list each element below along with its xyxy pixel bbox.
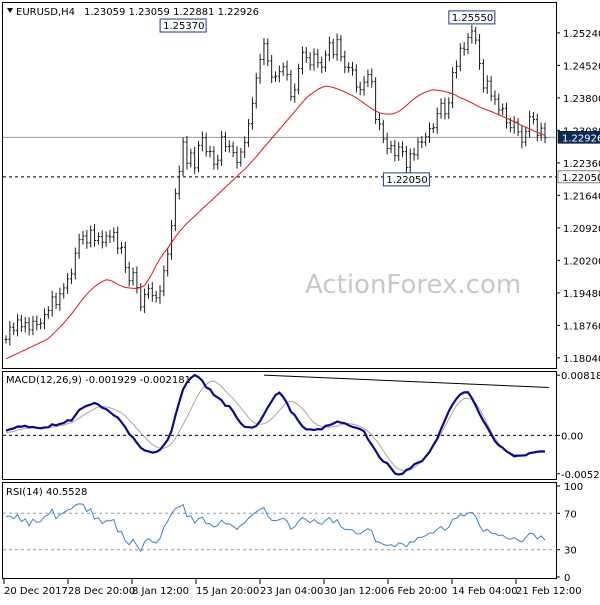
rsi-tick-label: 70: [564, 509, 577, 520]
time-tick-label: 20 Dec 2017: [4, 586, 68, 597]
price-tick-label: 1.19480: [563, 289, 600, 300]
price-tick-label: 1.20920: [563, 224, 600, 235]
price-candles: [4, 24, 547, 346]
rsi-axis: 100 70 30 0: [556, 482, 583, 584]
price-level-lines: [3, 136, 556, 178]
macd-axis: 0.008182 0.00 -0.005223: [556, 371, 600, 481]
macd-title: MACD(12,26,9) -0.001929 -0.002181: [6, 375, 191, 386]
rsi-indicator: [3, 503, 556, 553]
macd-panel: [2, 371, 557, 480]
rsi-title: RSI(14) 40.5528: [6, 487, 87, 498]
annotation-label: 1.22050: [386, 175, 427, 186]
current-price-label-box: [557, 131, 600, 144]
macd-indicator: [3, 373, 556, 476]
macd-line: [5, 373, 546, 476]
annotation-box: [159, 18, 207, 33]
time-tick-label: 23 Jan 04:00: [260, 586, 323, 597]
support-level-label: 1.22050: [562, 173, 600, 184]
macd-tick-label: 0.00: [561, 431, 583, 442]
price-tick-label: 1.22360: [563, 159, 600, 170]
ohlc-values: 1.23059 1.23059 1.22881 1.22926: [84, 7, 259, 18]
time-tick-label: 21 Feb 12:00: [516, 586, 582, 597]
moving-average: [5, 85, 546, 360]
annotation-label: 1.25370: [163, 21, 204, 32]
price-tick-label: 1.23800: [563, 94, 600, 105]
macd-tick-label: 0.008182: [561, 371, 600, 382]
price-tick-label: 1.24520: [563, 61, 600, 72]
annotation-label: 1.25550: [452, 13, 493, 24]
time-tick-label: 15 Jan 20:00: [196, 586, 259, 597]
price-tick-label: 1.18040: [563, 354, 600, 365]
rsi-tick-label: 100: [564, 482, 583, 493]
dropdown-triangle-icon[interactable]: [7, 8, 13, 13]
rsi-line: [5, 503, 546, 553]
price-axis: 1.252401.245201.238001.230801.223601.216…: [556, 29, 600, 365]
symbol-label: EURUSD,H4: [16, 7, 75, 18]
rsi-tick-label: 30: [564, 546, 577, 557]
time-tick-label: 28 Dec 20:00: [68, 586, 135, 597]
time-tick-label: 30 Jan 12:00: [324, 586, 387, 597]
price-tick-label: 1.21640: [563, 191, 600, 202]
annotation-box: [382, 172, 430, 187]
price-tick-label: 1.25240: [563, 29, 600, 40]
macd-trendline: [263, 374, 549, 389]
support-level-label-box: [557, 170, 600, 184]
price-annotations: 1.25370 1.25550 1.22050: [159, 10, 496, 187]
price-tick-label: 1.20200: [563, 256, 600, 267]
watermark: ActionForex.com: [305, 270, 521, 300]
moving-average-line: [5, 85, 546, 360]
current-price-label: 1.22926: [562, 133, 600, 144]
price-panel: [2, 2, 557, 369]
macd-tick-label: -0.005223: [561, 470, 600, 481]
price-tick-label: 1.18760: [563, 321, 600, 332]
time-axis: 20 Dec 2017 28 Dec 20:008 Jan 12:00 15 Jan…: [3, 579, 582, 597]
rsi-panel: [2, 482, 557, 579]
time-tick-label: 6 Feb 20:00: [388, 586, 447, 597]
time-tick-label: 8 Jan 12:00: [132, 586, 189, 597]
rsi-tick-label: 0: [564, 573, 570, 584]
time-tick-label: 14 Feb 04:00: [452, 586, 518, 597]
annotation-box: [448, 10, 496, 25]
macd-signal-line: [5, 380, 546, 472]
